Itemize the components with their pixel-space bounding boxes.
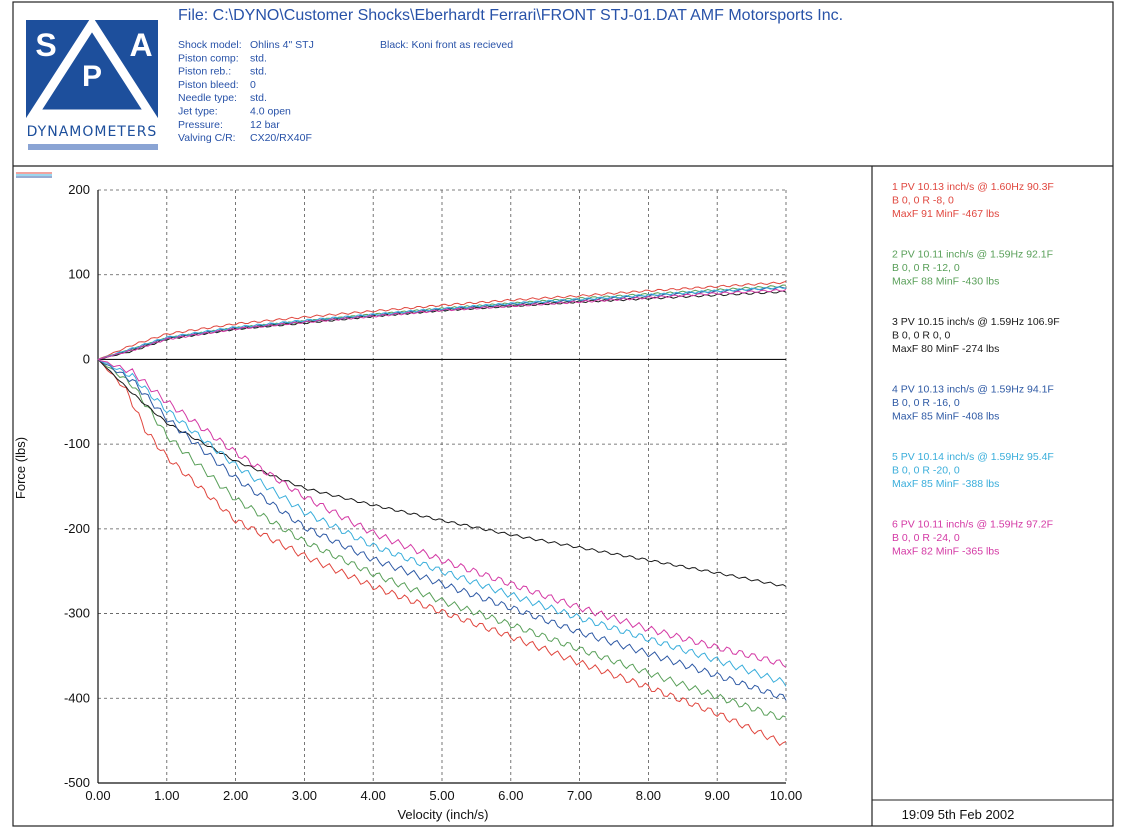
series-1-rebound-curve	[97, 280, 787, 360]
info-key: Pressure:	[178, 119, 223, 131]
legend-entry-4-line-1: 4 PV 10.13 inch/s @ 1.59Hz 94.1F	[892, 384, 1054, 396]
series-6-compression-curve	[97, 358, 787, 668]
spa-logo: S P A DYNAMOMETERS	[25, 15, 159, 150]
info-key: Jet type:	[178, 106, 218, 118]
info-value: 4.0 open	[250, 106, 291, 118]
y-tick-label: -200	[64, 521, 90, 536]
x-tick-label: 0.00	[85, 788, 110, 803]
logo-letter-p: P	[82, 60, 102, 93]
series-2-rebound-curve	[97, 284, 787, 360]
logo-letter-s: S	[35, 27, 56, 63]
info-key: Piston reb.:	[178, 66, 231, 78]
series-color-marks	[16, 172, 52, 178]
info-key: Needle type:	[178, 92, 237, 104]
legend-entry-1-line-2: B 0, 0 R -8, 0	[892, 195, 954, 207]
comparison-note: Black: Koni front as recieved	[380, 39, 513, 51]
x-axis-label: Velocity (inch/s)	[397, 807, 488, 822]
file-title: File: C:\DYNO\Customer Shocks\Eberhardt …	[178, 7, 843, 24]
legend-entry-6-line-2: B 0, 0 R -24, 0	[892, 532, 960, 544]
info-value: std.	[250, 92, 267, 104]
logo-letter-a: A	[129, 27, 152, 63]
info-value: Ohlins 4" STJ	[250, 39, 314, 51]
y-tick-label: -300	[64, 606, 90, 621]
logo-bar	[28, 144, 158, 150]
y-tick-label: -500	[64, 775, 90, 790]
y-tick-label: 200	[68, 182, 90, 197]
shock-info-block: Shock model: Ohlins 4" STJ Piston comp: std…	[178, 39, 314, 144]
info-value: std.	[250, 66, 267, 78]
legend-entry-1-line-3: MaxF 91 MinF -467 lbs	[892, 208, 999, 220]
legend-entry-3-line-1: 3 PV 10.15 inch/s @ 1.59Hz 106.9F	[892, 316, 1060, 328]
legend-entry-2-line-3: MaxF 88 MinF -430 lbs	[892, 276, 999, 288]
x-tick-label: 1.00	[154, 788, 179, 803]
x-tick-label: 2.00	[223, 788, 248, 803]
report-frame	[12, 1, 1114, 827]
legend-entry-5-line-1: 5 PV 10.14 inch/s @ 1.59Hz 95.4F	[892, 451, 1054, 463]
x-tick-label: 10.00	[770, 788, 803, 803]
x-tick-label: 6.00	[498, 788, 523, 803]
series-6-rebound-curve	[97, 288, 787, 360]
y-tick-label: -100	[64, 436, 90, 451]
info-value: std.	[250, 52, 267, 64]
series-4-compression-curve	[97, 358, 787, 701]
logo-square	[26, 20, 158, 118]
info-value: 12 bar	[250, 119, 280, 131]
x-tick-label: 8.00	[636, 788, 661, 803]
y-axis-label: Force (lbs)	[13, 437, 28, 499]
x-tick-label: 9.00	[705, 788, 730, 803]
y-tick-label: -400	[64, 690, 90, 705]
force-velocity-chart: 0.00 1.00 2.00 3.00 4.00 5.00 6.00 7.00 8.00 9.00…	[64, 182, 802, 803]
series-legend: 1 PV 10.13 inch/s @ 1.60Hz 90.3F B 0, 0 R…	[892, 181, 1060, 558]
y-tick-label: 100	[68, 267, 90, 282]
legend-entry-3-line-3: MaxF 80 MinF -274 lbs	[892, 343, 999, 355]
series-2-compression-curve	[97, 358, 787, 721]
logo-triangle	[25, 15, 159, 119]
y-tick-label: 0	[83, 351, 90, 366]
x-tick-label: 7.00	[567, 788, 592, 803]
legend-entry-5-line-2: B 0, 0 R -20, 0	[892, 465, 960, 477]
x-tick-label: 4.00	[361, 788, 386, 803]
legend-entry-2-line-2: B 0, 0 R -12, 0	[892, 262, 960, 274]
legend-entry-6-line-1: 6 PV 10.11 inch/s @ 1.59Hz 97.2F	[892, 519, 1053, 531]
logo-caption: DYNAMOMETERS	[27, 124, 158, 140]
legend-entry-4-line-2: B 0, 0 R -16, 0	[892, 397, 960, 409]
info-value: CX20/RX40F	[250, 132, 312, 144]
legend-entry-1-line-1: 1 PV 10.13 inch/s @ 1.60Hz 90.3F	[892, 181, 1054, 193]
legend-entry-2-line-1: 2 PV 10.11 inch/s @ 1.59Hz 92.1F	[892, 249, 1053, 261]
legend-entry-6-line-3: MaxF 82 MinF -365 lbs	[892, 546, 999, 558]
info-key: Piston bleed:	[178, 79, 239, 91]
legend-entry-5-line-3: MaxF 85 MinF -388 lbs	[892, 478, 999, 490]
info-key: Piston comp:	[178, 52, 239, 64]
series-1-compression-curve	[97, 359, 787, 747]
x-tick-label: 3.00	[292, 788, 317, 803]
info-key: Valving C/R:	[178, 132, 236, 144]
series-5-rebound-curve	[97, 286, 787, 360]
info-key: Shock model:	[178, 39, 242, 51]
x-tick-label: 5.00	[429, 788, 454, 803]
info-value: 0	[250, 79, 256, 91]
legend-entry-3-line-2: B 0, 0 R 0, 0	[892, 330, 951, 342]
series-3-rebound-curve	[97, 290, 787, 360]
timestamp: 19:09 5th Feb 2002	[902, 807, 1015, 822]
legend-entry-4-line-3: MaxF 85 MinF -408 lbs	[892, 411, 999, 423]
series-5-compression-curve	[97, 358, 787, 687]
